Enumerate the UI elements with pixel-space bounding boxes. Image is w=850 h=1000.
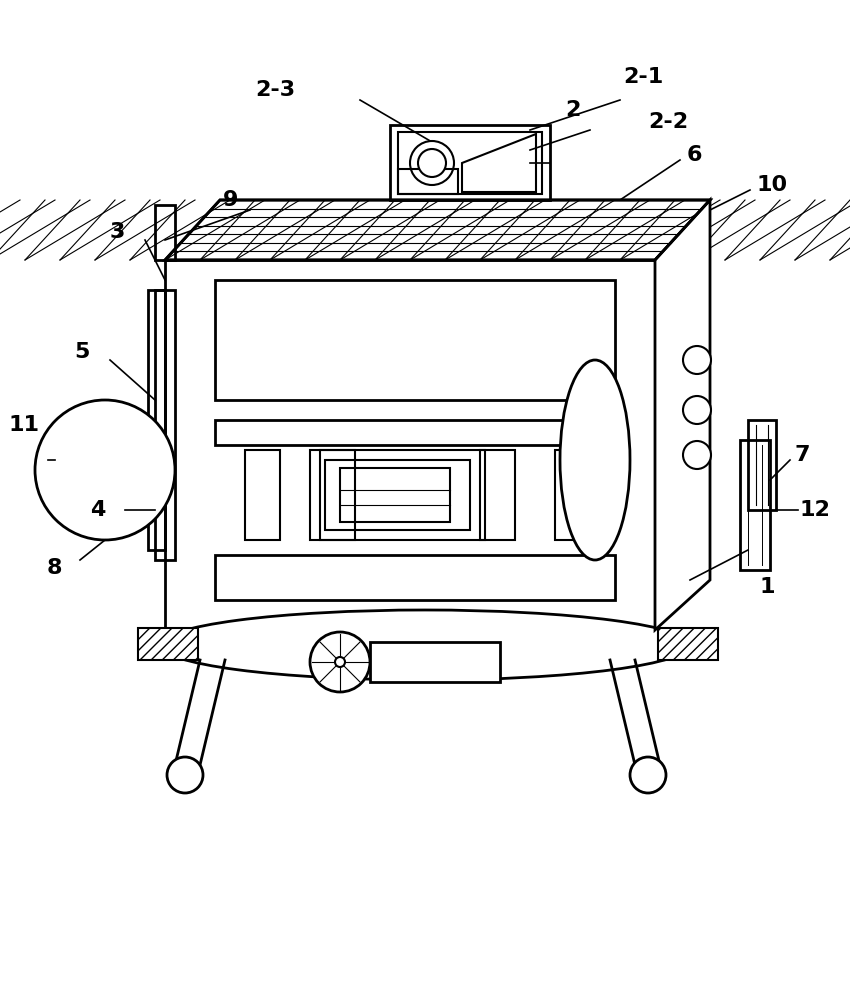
Text: 11: 11: [9, 415, 40, 435]
Text: 4: 4: [89, 500, 105, 520]
Text: 1: 1: [760, 577, 775, 597]
Bar: [398, 132, 542, 194]
Bar: [148, 290, 165, 550]
Bar: [480, 450, 515, 540]
Text: 2-3: 2-3: [255, 80, 295, 100]
Bar: [370, 642, 500, 682]
Text: 6: 6: [687, 145, 702, 165]
Ellipse shape: [160, 610, 690, 680]
Ellipse shape: [560, 360, 630, 560]
Text: 2-2: 2-2: [648, 112, 689, 132]
Circle shape: [630, 757, 666, 793]
Bar: [748, 420, 776, 510]
Text: 12: 12: [800, 500, 830, 520]
Bar: [325, 460, 470, 530]
Circle shape: [167, 757, 203, 793]
Bar: [670, 320, 688, 570]
Bar: [165, 260, 655, 630]
Bar: [215, 280, 615, 400]
Bar: [740, 440, 770, 570]
Circle shape: [310, 632, 370, 692]
Bar: [340, 468, 450, 522]
Circle shape: [35, 400, 175, 540]
Bar: [310, 450, 485, 540]
Bar: [245, 450, 280, 540]
Circle shape: [335, 657, 345, 667]
Bar: [390, 125, 550, 200]
Bar: [155, 205, 175, 260]
Bar: [398, 169, 458, 194]
Bar: [215, 420, 615, 445]
Text: 5: 5: [75, 342, 90, 362]
Circle shape: [683, 441, 711, 469]
Bar: [320, 450, 355, 540]
Circle shape: [683, 346, 711, 374]
Bar: [138, 628, 198, 660]
Polygon shape: [655, 200, 710, 630]
Text: 9: 9: [223, 190, 238, 210]
Text: 10: 10: [757, 175, 788, 195]
Circle shape: [418, 149, 446, 177]
Bar: [155, 290, 175, 560]
Text: 3: 3: [110, 222, 125, 242]
Bar: [555, 450, 590, 540]
Text: 2-1: 2-1: [623, 67, 663, 87]
Text: 8: 8: [47, 558, 62, 578]
Text: 7: 7: [795, 445, 811, 465]
Text: 2: 2: [565, 100, 581, 120]
Bar: [670, 530, 688, 570]
Circle shape: [683, 396, 711, 424]
Bar: [658, 628, 718, 660]
Circle shape: [410, 141, 454, 185]
Bar: [215, 555, 615, 600]
